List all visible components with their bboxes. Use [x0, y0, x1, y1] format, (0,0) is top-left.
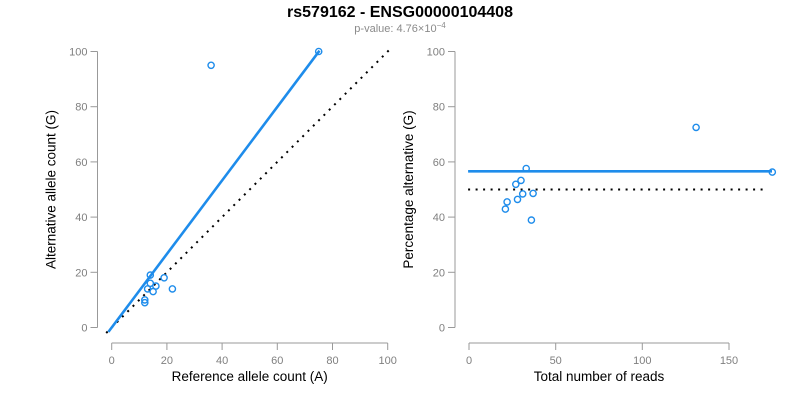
- data-point: [527, 216, 536, 224]
- left-scatter-panel: 0 20 40 60 80 100 Reference allele count (A) 0 2…: [44, 47, 397, 385]
- data-point: [160, 273, 168, 282]
- points: [501, 123, 777, 224]
- data-point: [140, 296, 149, 304]
- data-point: [501, 205, 510, 213]
- y-tick-label: 80: [75, 102, 87, 114]
- data-point: [768, 168, 777, 176]
- y-tick-label: 100: [427, 47, 445, 59]
- data-point: [146, 271, 155, 279]
- right-scatter-panel: 0 50 100 150 Total number of reads 0 20 40 60 80 1…: [401, 47, 777, 384]
- y-axis-title: Alternative allele count (G): [44, 110, 59, 269]
- data-point: [207, 61, 215, 70]
- y-tick-label: 0: [81, 323, 87, 335]
- y-tick-label: 40: [75, 212, 87, 224]
- identity-line: [105, 46, 393, 334]
- fit-line: [107, 49, 321, 333]
- data-point: [517, 176, 525, 185]
- x-tick-label: 50: [550, 355, 562, 367]
- points: [140, 47, 323, 307]
- y-tick-label: 60: [433, 157, 445, 169]
- figure-title: rs579162 - ENSG00000104408: [287, 4, 513, 21]
- y-axis-title: Percentage alternative (G): [401, 110, 416, 268]
- data-point: [168, 285, 177, 293]
- y-axis: 0 20 40 60 80 100 Alternative allele count (G): [44, 47, 98, 335]
- x-tick-label: 100: [379, 355, 397, 367]
- figure-subtitle: p-value: 4.76×10−4: [0, 21, 800, 35]
- x-tick-label: 40: [216, 355, 228, 367]
- data-point: [512, 180, 520, 189]
- y-tick-label: 100: [69, 47, 87, 59]
- data-point: [152, 282, 160, 290]
- x-tick-label: 100: [633, 355, 651, 367]
- x-tick-label: 80: [326, 355, 338, 367]
- y-tick-label: 40: [433, 212, 445, 224]
- x-axis-title: Reference allele count (A): [172, 369, 328, 384]
- x-tick-label: 0: [466, 355, 472, 367]
- data-point: [529, 189, 537, 198]
- x-axis-title: Total number of reads: [534, 369, 665, 384]
- y-tick-label: 60: [75, 157, 87, 169]
- x-tick-label: 60: [271, 355, 283, 367]
- x-axis: 0 50 100 150 Total number of reads: [466, 342, 738, 384]
- data-point: [518, 190, 527, 198]
- data-point: [522, 164, 531, 173]
- data-point: [140, 298, 149, 307]
- y-tick-label: 80: [433, 102, 445, 114]
- x-axis: 0 20 40 60 80 100 Reference allele count (A): [109, 342, 397, 384]
- x-tick-label: 20: [161, 355, 173, 367]
- y-tick-label: 20: [433, 267, 445, 279]
- data-point: [503, 198, 511, 206]
- pvalue-text: p-value: 4.76×10: [354, 23, 437, 35]
- data-point: [513, 195, 522, 204]
- data-point: [314, 47, 323, 56]
- y-tick-label: 20: [75, 267, 87, 279]
- y-tick-label: 0: [439, 323, 445, 335]
- y-axis: 0 20 40 60 80 100 Percentage alternative (G): [401, 47, 456, 335]
- pvalue-exponent: −4: [436, 21, 446, 30]
- x-tick-label: 150: [720, 355, 738, 367]
- data-point: [692, 123, 700, 132]
- x-tick-label: 0: [109, 355, 115, 367]
